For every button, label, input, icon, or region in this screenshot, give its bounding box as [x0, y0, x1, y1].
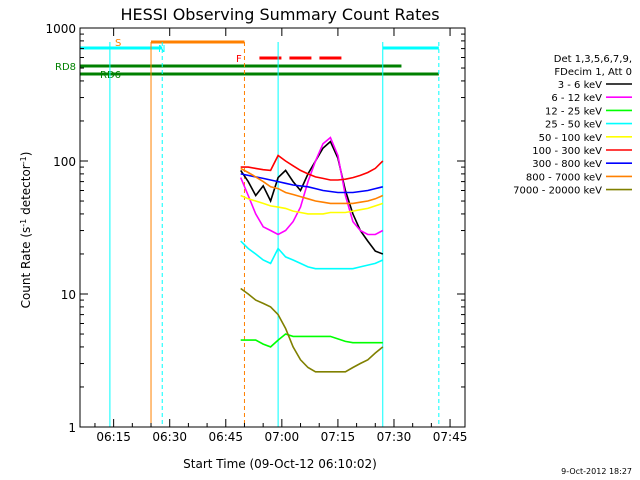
- x-axis-label: Start Time (09-Oct-12 06:10:02): [183, 457, 377, 471]
- y-label-sup2: -1: [19, 156, 28, 164]
- y-label-part3: ): [19, 152, 33, 157]
- axis-ticks: 06:15 06:30 06:45 07:00 07:15 07:30 07:45 1 10 10…: [45, 22, 467, 444]
- legend-entry-5: 100 - 300 keV: [532, 146, 602, 157]
- series-line-4: [240, 194, 384, 215]
- series-line-8: [240, 287, 384, 373]
- plot-border: [79, 27, 466, 428]
- flag-bars: SNFRD8RD6: [55, 38, 439, 81]
- legend-entry-0: 3 - 6 keV: [558, 80, 602, 91]
- legend-entry-4: 50 - 100 keV: [539, 133, 603, 144]
- y-tick-label: 10: [61, 288, 76, 302]
- series-line-1: [239, 136, 384, 236]
- legend-entry-2: 12 - 25 keV: [545, 106, 602, 117]
- x-tick-label: 06:30: [152, 430, 187, 444]
- x-tick-label: 07:45: [433, 430, 468, 444]
- flag-label-rd6: RD6: [100, 70, 121, 81]
- series-line-0: [240, 140, 384, 255]
- plot-frame: [79, 27, 466, 428]
- x-tick-label: 06:45: [208, 430, 243, 444]
- flag-label-f: F: [236, 54, 242, 65]
- y-label-part2: detector: [19, 164, 33, 219]
- legend: Det 1,3,5,6,7,9, FDecim 1, Att 0 3 - 6 keV…: [513, 54, 632, 197]
- y-tick-label: 1: [68, 421, 76, 435]
- vertical-markers: [109, 42, 440, 427]
- legend-header-line: FDecim 1, Att 0: [554, 67, 632, 78]
- legend-entry-1: 6 - 12 keV: [551, 93, 602, 104]
- y-label-sup1: -1: [19, 219, 28, 227]
- y-tick-label: 100: [53, 155, 76, 169]
- legend-entry-7: 800 - 7000 keV: [526, 172, 602, 183]
- series-lines: [239, 136, 384, 373]
- x-tick-label: 07:15: [321, 430, 356, 444]
- x-tick-label: 07:30: [377, 430, 412, 444]
- x-tick-label: 07:00: [265, 430, 300, 444]
- legend-entry-3: 25 - 50 keV: [545, 120, 602, 131]
- legend-header-line: Det 1,3,5,6,7,9,: [554, 54, 632, 65]
- x-tick-label: 06:15: [96, 430, 131, 444]
- chart-title: HESSI Observing Summary Count Rates: [120, 5, 439, 24]
- legend-entry-6: 300 - 800 keV: [532, 159, 602, 170]
- series-line-2: [240, 333, 383, 348]
- series-line-3: [240, 240, 384, 270]
- flag-label-s: S: [115, 38, 121, 49]
- legend-entry-8: 7000 - 20000 keV: [513, 186, 602, 197]
- flag-label-rd8: RD8: [55, 62, 76, 73]
- y-label-part1: Count Rate (s: [19, 227, 33, 309]
- footer-timestamp: 9-Oct-2012 18:27: [561, 467, 632, 476]
- y-axis-label: Count Rate (s-1 detector-1): [19, 152, 34, 309]
- series-line-6: [240, 173, 383, 194]
- y-tick-label: 1000: [45, 22, 76, 36]
- series-line-5: [240, 154, 384, 181]
- series-line-7: [240, 167, 384, 205]
